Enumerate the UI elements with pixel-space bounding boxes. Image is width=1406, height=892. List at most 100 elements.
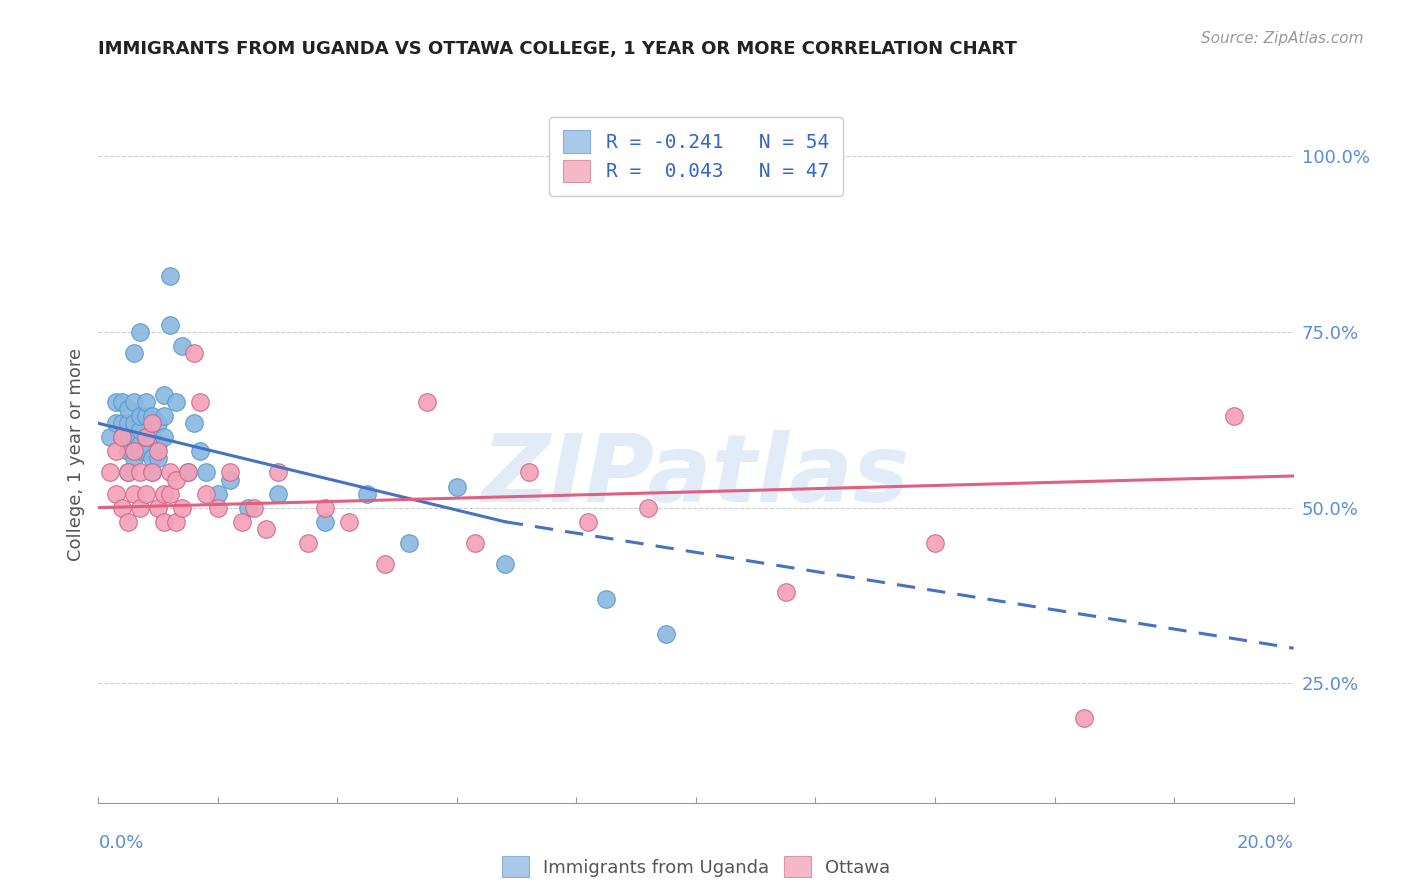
Point: [141, 430, 163, 444]
Point: [124, 451, 146, 466]
Point: [165, 515, 187, 529]
Y-axis label: College, 1 year or more: College, 1 year or more: [66, 349, 84, 561]
Point: [315, 515, 337, 529]
Point: [135, 444, 157, 458]
Point: [207, 486, 229, 500]
Point: [153, 409, 176, 424]
Point: [195, 466, 218, 480]
Point: [153, 430, 176, 444]
Point: [195, 486, 218, 500]
Point: [117, 402, 139, 417]
Point: [135, 430, 157, 444]
Point: [135, 430, 157, 444]
Point: [100, 430, 122, 444]
Point: [135, 486, 157, 500]
Point: [924, 535, 946, 549]
Point: [374, 557, 396, 571]
Point: [517, 466, 540, 480]
Point: [595, 592, 617, 607]
Point: [124, 444, 146, 458]
Point: [267, 466, 290, 480]
Point: [148, 437, 170, 451]
Point: [141, 417, 163, 431]
Point: [243, 500, 266, 515]
Point: [148, 444, 170, 458]
Point: [775, 585, 797, 599]
Point: [153, 515, 176, 529]
Point: [297, 535, 319, 549]
Point: [188, 444, 211, 458]
Point: [398, 535, 420, 549]
Point: [315, 500, 337, 515]
Text: 20.0%: 20.0%: [1237, 834, 1294, 852]
Point: [135, 395, 157, 409]
Text: ZIPatlas: ZIPatlas: [482, 430, 910, 522]
Point: [183, 346, 205, 360]
Point: [111, 417, 134, 431]
Point: [254, 522, 277, 536]
Point: [111, 430, 134, 444]
Text: Source: ZipAtlas.com: Source: ZipAtlas.com: [1201, 31, 1364, 46]
Point: [124, 430, 146, 444]
Point: [100, 466, 122, 480]
Point: [124, 346, 146, 360]
Point: [231, 515, 253, 529]
Legend: Immigrants from Uganda, Ottawa: Immigrants from Uganda, Ottawa: [495, 849, 897, 884]
Point: [124, 395, 146, 409]
Point: [148, 417, 170, 431]
Point: [446, 479, 468, 493]
Point: [159, 318, 181, 332]
Point: [129, 325, 152, 339]
Point: [105, 417, 128, 431]
Point: [117, 466, 139, 480]
Point: [177, 466, 200, 480]
Point: [188, 395, 211, 409]
Point: [141, 466, 163, 480]
Point: [153, 388, 176, 402]
Point: [141, 409, 163, 424]
Point: [183, 417, 205, 431]
Point: [153, 486, 176, 500]
Point: [111, 395, 134, 409]
Point: [159, 486, 181, 500]
Point: [339, 515, 360, 529]
Point: [207, 500, 229, 515]
Point: [135, 409, 157, 424]
Point: [1223, 409, 1246, 424]
Text: IMMIGRANTS FROM UGANDA VS OTTAWA COLLEGE, 1 YEAR OR MORE CORRELATION CHART: IMMIGRANTS FROM UGANDA VS OTTAWA COLLEGE…: [98, 40, 1018, 58]
Point: [1073, 711, 1095, 725]
Point: [129, 466, 152, 480]
Point: [356, 486, 378, 500]
Point: [117, 466, 139, 480]
Point: [129, 500, 152, 515]
Point: [172, 500, 194, 515]
Point: [111, 500, 134, 515]
Point: [219, 466, 242, 480]
Point: [124, 417, 146, 431]
Point: [159, 466, 181, 480]
Point: [148, 500, 170, 515]
Point: [111, 430, 134, 444]
Point: [117, 430, 139, 444]
Point: [129, 444, 152, 458]
Point: [578, 515, 600, 529]
Point: [117, 515, 139, 529]
Point: [105, 486, 128, 500]
Point: [105, 444, 128, 458]
Point: [172, 339, 194, 353]
Point: [117, 444, 139, 458]
Point: [267, 486, 290, 500]
Point: [117, 417, 139, 431]
Point: [129, 409, 152, 424]
Point: [159, 268, 181, 283]
Point: [124, 486, 146, 500]
Point: [637, 500, 659, 515]
Point: [141, 466, 163, 480]
Point: [165, 473, 187, 487]
Text: 0.0%: 0.0%: [98, 834, 143, 852]
Point: [416, 395, 439, 409]
Point: [219, 473, 242, 487]
Point: [105, 395, 128, 409]
Point: [236, 500, 259, 515]
Point: [464, 535, 486, 549]
